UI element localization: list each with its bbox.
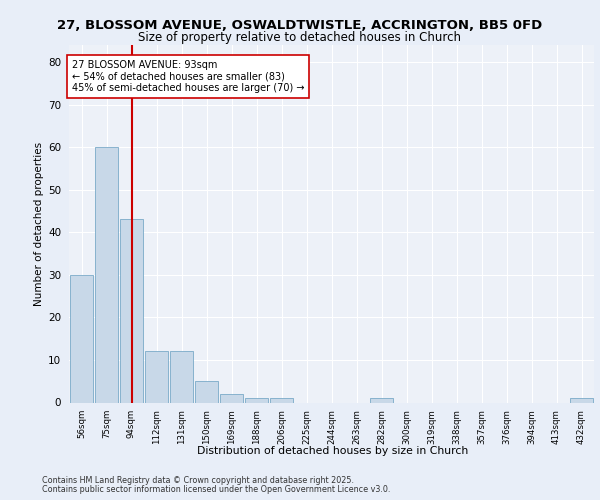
Bar <box>145 352 168 403</box>
Bar <box>120 220 143 402</box>
Text: 27 BLOSSOM AVENUE: 93sqm
← 54% of detached houses are smaller (83)
45% of semi-d: 27 BLOSSOM AVENUE: 93sqm ← 54% of detach… <box>71 60 304 93</box>
Text: Distribution of detached houses by size in Church: Distribution of detached houses by size … <box>197 446 469 456</box>
Bar <box>270 398 293 402</box>
Bar <box>95 147 118 403</box>
Bar <box>195 381 218 402</box>
Text: 27, BLOSSOM AVENUE, OSWALDTWISTLE, ACCRINGTON, BB5 0FD: 27, BLOSSOM AVENUE, OSWALDTWISTLE, ACCRI… <box>58 19 542 32</box>
Bar <box>370 398 393 402</box>
Bar <box>245 398 268 402</box>
Bar <box>170 352 193 403</box>
Text: Contains public sector information licensed under the Open Government Licence v3: Contains public sector information licen… <box>42 485 391 494</box>
Text: Contains HM Land Registry data © Crown copyright and database right 2025.: Contains HM Land Registry data © Crown c… <box>42 476 354 485</box>
Bar <box>70 275 93 402</box>
Bar <box>570 398 593 402</box>
Bar <box>220 394 243 402</box>
Y-axis label: Number of detached properties: Number of detached properties <box>34 142 44 306</box>
Text: Size of property relative to detached houses in Church: Size of property relative to detached ho… <box>139 31 461 44</box>
